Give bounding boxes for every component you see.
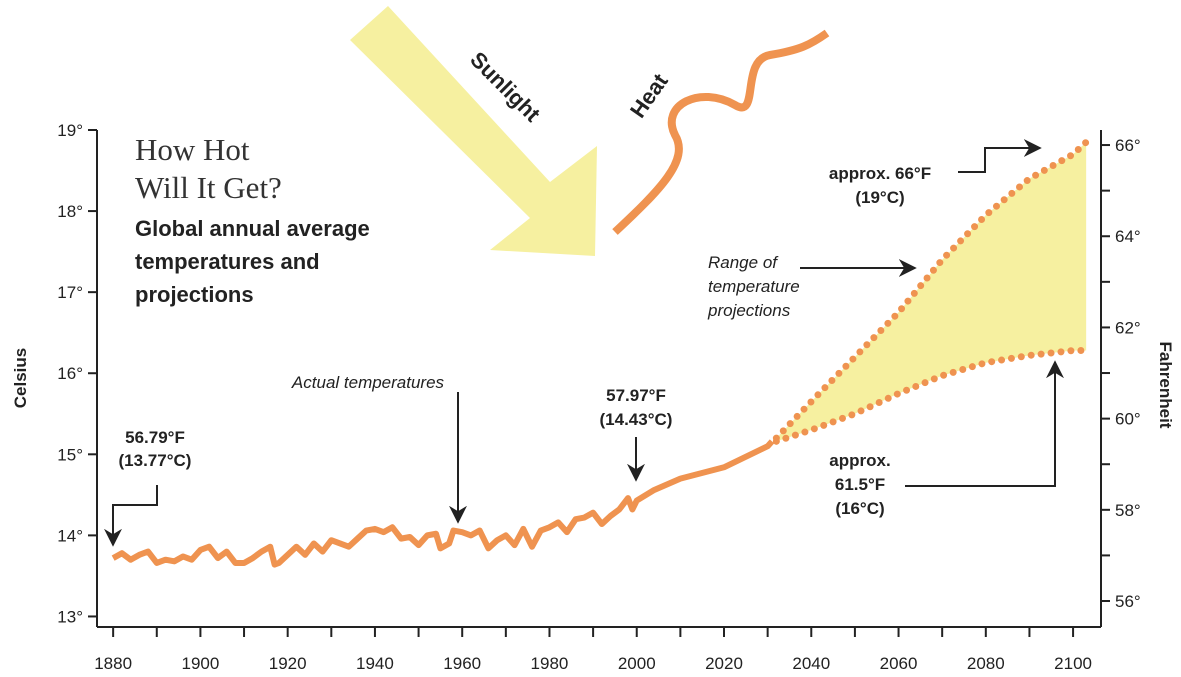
subtitle-line: temperatures and — [135, 249, 320, 274]
annotation: (13.77°C) — [119, 451, 192, 470]
page: Sunlight Heat How Hot Will It Get? Globa… — [0, 0, 1181, 677]
y2-tick-label: 60° — [1115, 410, 1141, 429]
x-tick-label: 2060 — [880, 654, 918, 673]
y2-tick-label: 66° — [1115, 136, 1141, 155]
y-tick-label: 16° — [57, 364, 83, 383]
x-tick-label: 1960 — [443, 654, 481, 673]
x-tick-label: 2040 — [792, 654, 830, 673]
annotation: (14.43°C) — [600, 410, 673, 429]
x-tick-label: 1920 — [269, 654, 307, 673]
arrow — [113, 485, 157, 545]
y2-axis-label: Fahrenheit — [1156, 342, 1175, 429]
x-tick-label: 1880 — [94, 654, 132, 673]
y-axis-label: Celsius — [11, 348, 30, 408]
x-tick-label: 1980 — [531, 654, 569, 673]
y-tick-label: 19° — [57, 121, 83, 140]
y2-tick-label: 64° — [1115, 227, 1141, 246]
y-tick-label: 18° — [57, 202, 83, 221]
annotation: 61.5°F — [835, 475, 885, 494]
annotation: projections — [707, 301, 791, 320]
heat-wave — [615, 33, 827, 232]
sunlight-arrow — [350, 6, 597, 256]
annotation: Actual temperatures — [291, 373, 445, 392]
x-tick-label: 1900 — [181, 654, 219, 673]
annotation: Range of — [708, 253, 779, 272]
y-tick-label: 13° — [57, 607, 83, 626]
heat-label: Heat — [625, 68, 673, 122]
x-tick-label: 2020 — [705, 654, 743, 673]
title-line: How Hot — [135, 132, 250, 167]
y2-tick-label: 58° — [1115, 501, 1141, 520]
y2-tick-label: 62° — [1115, 318, 1141, 337]
annotation: 57.97°F — [606, 386, 666, 405]
annotation: approx. 66°F — [829, 164, 931, 183]
x-tick-label: 1940 — [356, 654, 394, 673]
annotation: temperature — [708, 277, 800, 296]
annotation: 56.79°F — [125, 428, 185, 447]
temperature-line — [113, 441, 772, 564]
subtitle-line: projections — [135, 282, 254, 307]
annotation: approx. — [829, 451, 890, 470]
x-tick-label: 2080 — [967, 654, 1005, 673]
y-tick-label: 15° — [57, 445, 83, 464]
y2-tick-label: 56° — [1115, 592, 1141, 611]
subtitle-line: Global annual average — [135, 216, 370, 241]
annotation: (19°C) — [855, 188, 904, 207]
x-tick-label: 2100 — [1054, 654, 1092, 673]
annotation: (16°C) — [835, 499, 884, 518]
projection-range — [776, 142, 1086, 441]
title-line: Will It Get? — [135, 170, 282, 205]
chart: Sunlight Heat How Hot Will It Get? Globa… — [0, 0, 1181, 677]
y-tick-label: 14° — [57, 526, 83, 545]
arrow — [958, 148, 1040, 172]
x-tick-label: 2000 — [618, 654, 656, 673]
y-tick-label: 17° — [57, 283, 83, 302]
